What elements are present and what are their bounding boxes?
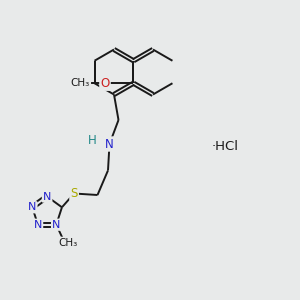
Text: S: S bbox=[70, 187, 78, 200]
Text: O: O bbox=[100, 77, 109, 90]
Text: CH₃: CH₃ bbox=[71, 78, 90, 88]
Text: N: N bbox=[28, 202, 37, 212]
Text: N: N bbox=[52, 220, 61, 230]
Text: CH₃: CH₃ bbox=[58, 238, 78, 248]
Text: N: N bbox=[43, 191, 51, 202]
Text: H: H bbox=[88, 134, 97, 147]
Text: N: N bbox=[105, 137, 114, 151]
Text: ·HCl: ·HCl bbox=[212, 140, 239, 154]
Text: N: N bbox=[34, 220, 42, 230]
